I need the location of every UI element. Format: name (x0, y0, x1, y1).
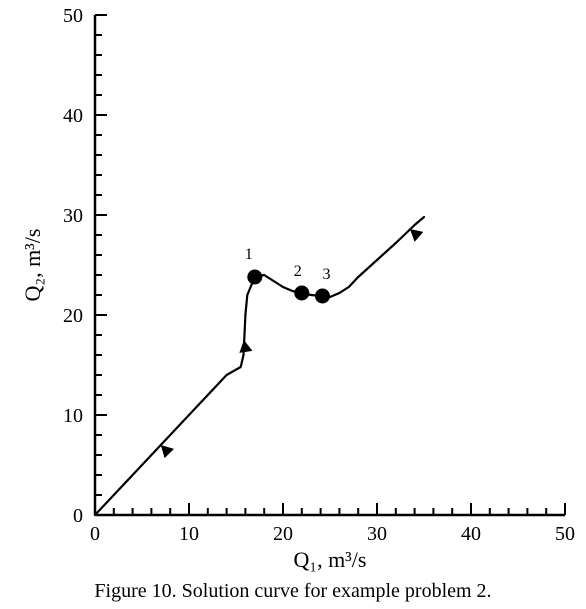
svg-text:Q₂, m³/s: Q₂, m³/s (20, 229, 45, 302)
svg-text:40: 40 (63, 105, 83, 127)
svg-text:50: 50 (63, 5, 83, 27)
svg-text:0: 0 (73, 505, 83, 527)
svg-text:10: 10 (63, 405, 83, 427)
figure-container: 0 10 20 30 40 50 0 10 20 30 40 50 Q₁, m³/s Q₂, m³/s 1 2… (0, 0, 586, 609)
svg-text:0: 0 (90, 523, 100, 545)
figure-caption: Figure 10. Solution curve for example pr… (0, 580, 586, 603)
solution-curve-chart: 0 10 20 30 40 50 0 10 20 30 40 50 Q₁, m³/s Q₂, m³/s 1 2… (0, 0, 586, 609)
svg-text:20: 20 (273, 523, 293, 545)
svg-text:30: 30 (63, 205, 83, 227)
svg-text:1: 1 (245, 246, 253, 263)
svg-text:20: 20 (63, 305, 83, 327)
svg-text:2: 2 (294, 263, 302, 280)
svg-text:Q₁, m³/s: Q₁, m³/s (294, 547, 367, 572)
svg-text:40: 40 (461, 523, 481, 545)
svg-text:3: 3 (322, 266, 330, 283)
svg-text:30: 30 (367, 523, 387, 545)
svg-text:50: 50 (555, 523, 575, 545)
svg-text:10: 10 (179, 523, 199, 545)
